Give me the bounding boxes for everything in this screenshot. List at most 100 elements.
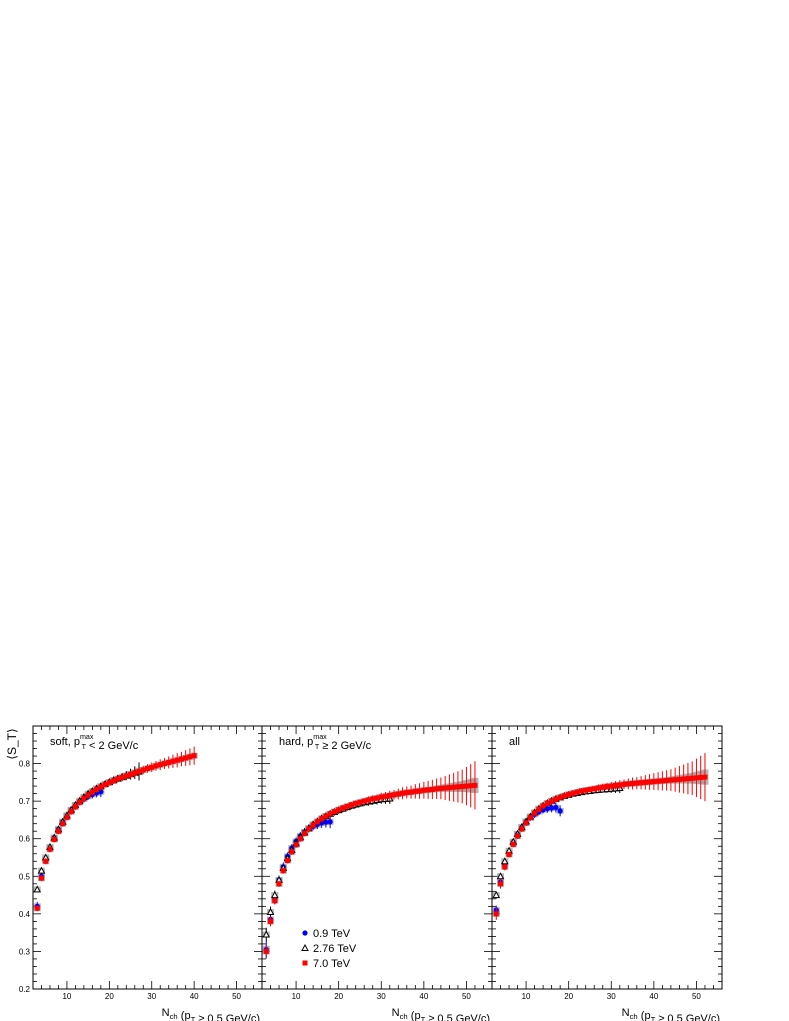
data-point bbox=[187, 754, 193, 760]
data-point bbox=[89, 789, 95, 795]
legend-label: 2.76 TeV bbox=[313, 943, 357, 955]
data-point bbox=[327, 819, 333, 825]
data-point bbox=[698, 774, 704, 780]
legend-entry: 2.76 TeV bbox=[301, 943, 357, 955]
x-tick-label: 10 bbox=[522, 992, 531, 1001]
data-point bbox=[293, 842, 299, 848]
data-point bbox=[540, 803, 546, 809]
legend-entry: 0.9 TeV bbox=[302, 928, 351, 940]
data-point bbox=[583, 787, 589, 793]
data-point bbox=[536, 806, 542, 812]
data-point bbox=[446, 785, 452, 791]
data-point bbox=[336, 807, 342, 813]
data-point bbox=[608, 783, 614, 789]
data-point bbox=[561, 793, 567, 799]
data-point bbox=[510, 841, 516, 847]
data-point bbox=[361, 798, 367, 804]
data-point bbox=[98, 784, 104, 790]
data-point bbox=[38, 875, 44, 881]
data-point bbox=[595, 785, 601, 791]
panel-frame bbox=[491, 725, 723, 990]
data-point bbox=[391, 792, 397, 798]
data-point bbox=[387, 793, 393, 799]
data-point bbox=[72, 804, 78, 810]
x-tick-label: 40 bbox=[649, 992, 658, 1001]
data-point bbox=[174, 757, 180, 763]
data-point bbox=[417, 788, 423, 794]
data-point bbox=[145, 765, 150, 771]
data-point bbox=[119, 774, 125, 780]
data-point bbox=[280, 868, 286, 874]
data-point bbox=[412, 788, 418, 794]
data-point bbox=[161, 761, 167, 767]
legend-marker bbox=[301, 943, 309, 951]
data-point bbox=[455, 784, 461, 790]
data-point bbox=[64, 814, 70, 820]
data-point bbox=[578, 788, 584, 794]
data-point bbox=[170, 758, 176, 764]
data-point bbox=[472, 782, 478, 788]
data-point bbox=[153, 763, 159, 769]
data-point bbox=[81, 796, 87, 802]
y-axis-label: ⟨S_T⟩ bbox=[5, 728, 19, 759]
y-tick-label: 0.5 bbox=[19, 872, 31, 881]
data-point bbox=[55, 828, 61, 834]
data-point bbox=[553, 796, 559, 802]
data-point bbox=[493, 911, 499, 917]
data-point bbox=[549, 805, 555, 811]
data-point bbox=[94, 786, 100, 792]
data-point bbox=[272, 898, 278, 904]
data-point bbox=[549, 798, 555, 804]
data-point bbox=[557, 808, 563, 814]
data-point bbox=[43, 858, 49, 864]
data-point bbox=[400, 790, 406, 796]
data-point bbox=[33, 885, 42, 893]
panel-label: soft, pmax T < 2 GeV/c bbox=[50, 733, 139, 752]
data-point bbox=[553, 804, 559, 811]
x-tick-label: 30 bbox=[377, 992, 386, 1001]
data-point bbox=[34, 905, 40, 911]
data-point bbox=[310, 822, 316, 828]
data-point bbox=[655, 778, 661, 784]
y-tick-label: 0.6 bbox=[19, 835, 31, 844]
data-point bbox=[178, 756, 184, 762]
data-point bbox=[262, 930, 271, 938]
data-point bbox=[157, 762, 163, 768]
x-axis-label: Nch (pT ≥ 0.5 GeV/c) bbox=[622, 1007, 720, 1021]
data-point bbox=[404, 790, 410, 796]
data-point bbox=[638, 780, 644, 786]
series-0-9-TeV bbox=[34, 786, 104, 911]
data-point bbox=[395, 791, 401, 797]
x-tick-label: 10 bbox=[292, 992, 301, 1001]
data-point bbox=[625, 781, 631, 787]
x-tick-label: 10 bbox=[62, 992, 71, 1001]
data-point bbox=[302, 830, 308, 836]
panel-label: hard, pmax T ≥ 2 GeV/c bbox=[279, 733, 372, 752]
x-tick-label: 20 bbox=[105, 992, 114, 1001]
data-point bbox=[51, 836, 57, 842]
data-point bbox=[664, 777, 670, 783]
data-point bbox=[136, 768, 142, 774]
data-point bbox=[85, 792, 91, 798]
data-point bbox=[659, 778, 665, 784]
data-point bbox=[421, 787, 427, 793]
data-point bbox=[331, 809, 337, 815]
x-tick-label: 30 bbox=[147, 992, 156, 1001]
data-point bbox=[668, 777, 674, 783]
data-point bbox=[378, 794, 384, 800]
data-point bbox=[459, 783, 465, 789]
legend-entry: 7.0 TeV bbox=[302, 958, 351, 970]
data-point bbox=[647, 779, 653, 785]
data-point bbox=[591, 786, 597, 792]
data-point bbox=[289, 849, 295, 855]
data-point bbox=[68, 809, 74, 815]
data-point bbox=[506, 851, 512, 857]
data-point bbox=[365, 797, 371, 803]
data-point bbox=[266, 907, 275, 915]
data-point bbox=[498, 881, 504, 887]
data-point bbox=[693, 775, 699, 781]
series-7-0-TeV bbox=[34, 746, 197, 912]
data-point bbox=[600, 784, 606, 790]
data-point bbox=[183, 755, 189, 761]
